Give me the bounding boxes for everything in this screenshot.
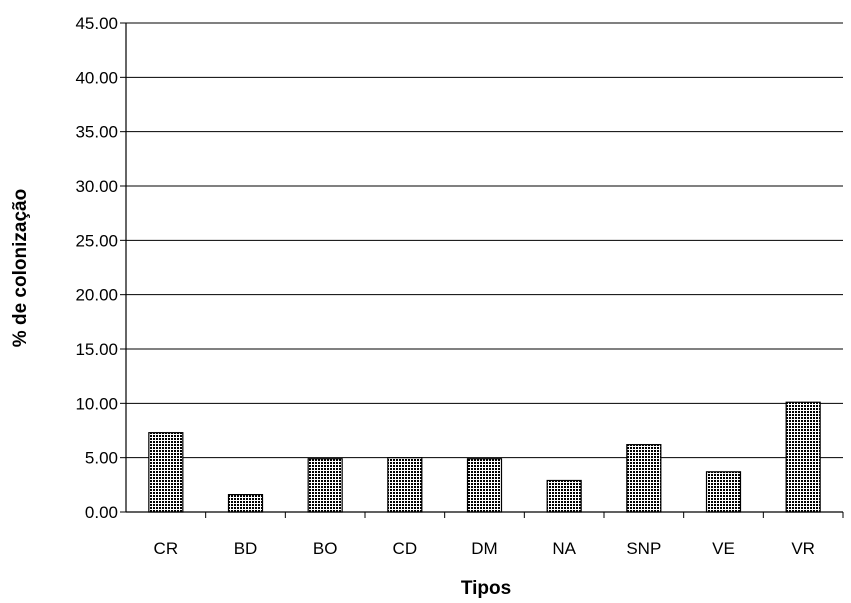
y-tick-label: 10.00 [75,394,118,413]
x-tick-label: BO [313,539,338,558]
y-tick-label: 45.00 [75,14,118,33]
y-tick-label: 30.00 [75,177,118,196]
y-tick-label: 25.00 [75,231,118,250]
bars [148,401,821,513]
x-tick-label: VR [791,539,815,558]
y-tick-label: 40.00 [75,68,118,87]
bar-ve [705,471,742,513]
bar-cd [387,457,423,513]
y-tick-label: 20.00 [75,286,118,305]
tick-labels: 0.00 5.00 10.00 15.00 20.00 25.00 30.00 35.00 40… [75,14,815,558]
y-axis-title: % de colonização [10,189,31,347]
x-axis-title: Tipos [461,578,511,599]
bar-dm [466,458,503,513]
bar-vr [785,401,821,513]
axes [120,22,844,518]
x-tick-label: DM [471,539,497,558]
bar-bd [227,494,264,513]
bar-snp [626,444,662,513]
y-tick-label: 5.00 [85,449,118,468]
x-tick-label: VE [712,539,735,558]
y-tick-label: 0.00 [85,503,118,522]
bar-na [546,479,582,513]
y-tick-label: 15.00 [75,340,118,359]
x-tick-label: BD [234,539,258,558]
gridlines [126,22,843,459]
x-tick-label: CR [154,539,179,558]
y-tick-label: 35.00 [75,123,118,142]
x-tick-label: CD [393,539,418,558]
bar-cr [148,432,184,513]
x-tick-label: SNP [626,539,661,558]
x-tick-label: NA [552,539,576,558]
bar-bo [307,458,343,513]
